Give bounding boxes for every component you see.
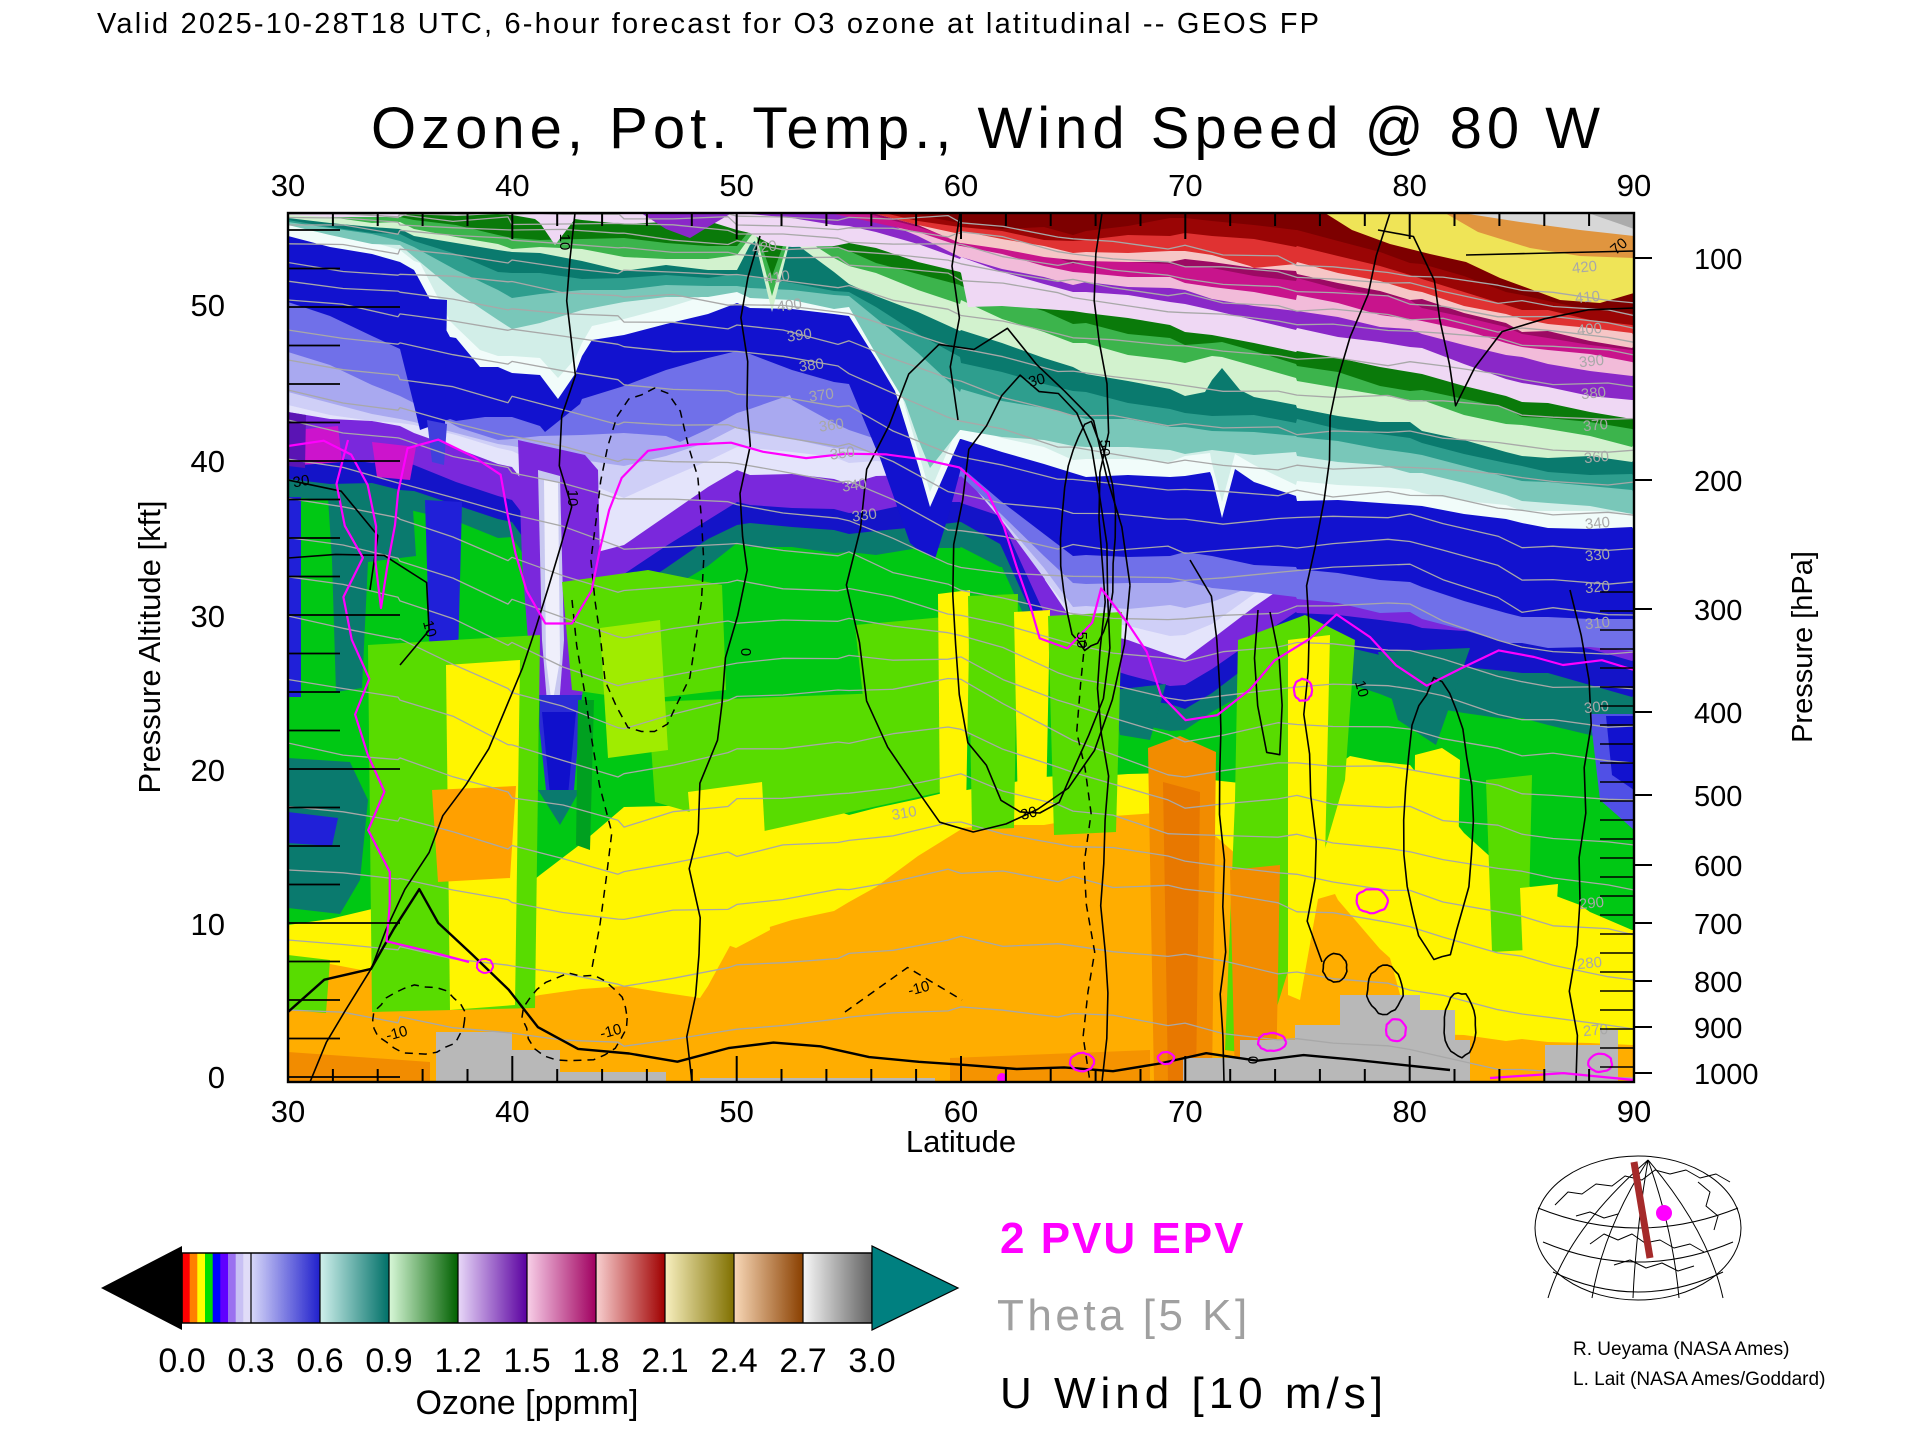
svg-text:370: 370 — [1582, 416, 1609, 436]
svg-text:320: 320 — [1584, 578, 1611, 598]
svg-text:Ozone, Pot. Temp., Wind Speed: Ozone, Pot. Temp., Wind Speed @ 80 W — [371, 96, 1605, 161]
svg-text:100: 100 — [1694, 244, 1742, 276]
svg-text:70: 70 — [1168, 1094, 1202, 1129]
svg-text:40: 40 — [191, 444, 225, 479]
svg-text:340: 340 — [1584, 514, 1611, 534]
svg-text:0.0: 0.0 — [158, 1342, 205, 1380]
svg-text:2.7: 2.7 — [779, 1342, 826, 1380]
svg-text:80: 80 — [1392, 168, 1426, 203]
svg-text:370: 370 — [808, 385, 835, 405]
svg-text:600: 600 — [1694, 851, 1742, 883]
svg-text:410: 410 — [764, 267, 791, 287]
svg-text:360: 360 — [1583, 448, 1610, 468]
svg-text:30: 30 — [191, 599, 225, 634]
svg-text:0: 0 — [1244, 1056, 1261, 1064]
svg-text:50: 50 — [719, 168, 753, 203]
svg-text:500: 500 — [1694, 781, 1742, 813]
svg-text:0: 0 — [208, 1060, 225, 1095]
svg-text:380: 380 — [1580, 384, 1607, 404]
svg-text:50: 50 — [1096, 440, 1113, 457]
svg-text:50: 50 — [191, 288, 225, 323]
svg-text:410: 410 — [1574, 288, 1601, 308]
svg-text:1.2: 1.2 — [434, 1342, 481, 1380]
svg-text:0.9: 0.9 — [365, 1342, 412, 1380]
svg-text:330: 330 — [1584, 546, 1611, 566]
svg-text:300: 300 — [1694, 595, 1742, 627]
svg-text:0: 0 — [737, 648, 754, 656]
svg-text:-10: -10 — [384, 1023, 409, 1045]
svg-text:420: 420 — [751, 237, 778, 257]
svg-text:300: 300 — [1583, 698, 1610, 718]
svg-text:3.0: 3.0 — [848, 1342, 895, 1380]
svg-text:50: 50 — [719, 1094, 753, 1129]
svg-text:900: 900 — [1694, 1013, 1742, 1045]
svg-text:Pressure Altitude [kft]: Pressure Altitude [kft] — [132, 501, 167, 794]
svg-text:30: 30 — [1019, 803, 1040, 824]
svg-text:40: 40 — [495, 1094, 529, 1129]
svg-text:290: 290 — [1578, 894, 1605, 914]
svg-text:90: 90 — [1617, 168, 1651, 203]
svg-text:2.4: 2.4 — [710, 1342, 757, 1380]
svg-text:400: 400 — [1576, 320, 1603, 340]
svg-text:70: 70 — [1168, 168, 1202, 203]
svg-text:800: 800 — [1694, 967, 1742, 999]
svg-text:340: 340 — [841, 475, 868, 495]
svg-text:270: 270 — [1582, 1021, 1609, 1041]
svg-text:0.3: 0.3 — [227, 1342, 274, 1380]
svg-text:Latitude: Latitude — [906, 1124, 1016, 1159]
svg-text:30: 30 — [1027, 370, 1048, 391]
svg-text:Pressure [hPa]: Pressure [hPa] — [1787, 551, 1819, 743]
svg-text:90: 90 — [1617, 1094, 1651, 1129]
svg-text:400: 400 — [1694, 698, 1742, 730]
svg-text:-10: -10 — [598, 1021, 623, 1043]
svg-text:U Wind [10 m/s]: U Wind [10 m/s] — [1000, 1369, 1388, 1418]
svg-text:Ozone [ppmm]: Ozone [ppmm] — [416, 1384, 639, 1422]
svg-text:1.8: 1.8 — [572, 1342, 619, 1380]
svg-text:350: 350 — [829, 443, 856, 463]
svg-text:330: 330 — [851, 505, 878, 525]
svg-text:420: 420 — [1571, 258, 1598, 278]
svg-text:280: 280 — [1576, 954, 1603, 974]
svg-text:0.6: 0.6 — [296, 1342, 343, 1380]
svg-text:10: 10 — [1351, 679, 1372, 700]
svg-text:30: 30 — [271, 1094, 305, 1129]
svg-text:Theta [5 K]: Theta [5 K] — [997, 1291, 1251, 1340]
svg-text:10: 10 — [556, 234, 573, 251]
svg-text:-10: -10 — [906, 978, 931, 1000]
svg-text:2 PVU EPV: 2 PVU EPV — [1000, 1214, 1245, 1263]
svg-text:10: 10 — [564, 490, 581, 507]
svg-text:L. Lait (NASA Ames/Goddard): L. Lait (NASA Ames/Goddard) — [1573, 1369, 1825, 1390]
svg-text:Valid 2025-10-28T18 UTC, 6-hou: Valid 2025-10-28T18 UTC, 6-hour forecast… — [97, 8, 1321, 40]
svg-text:390: 390 — [1578, 352, 1605, 372]
svg-text:390: 390 — [786, 325, 813, 345]
svg-text:1000: 1000 — [1694, 1059, 1759, 1091]
svg-text:700: 700 — [1694, 909, 1742, 941]
svg-text:30: 30 — [292, 472, 311, 492]
svg-text:400: 400 — [776, 295, 803, 315]
svg-text:2.1: 2.1 — [641, 1342, 688, 1380]
svg-text:380: 380 — [798, 355, 825, 375]
svg-text:60: 60 — [944, 168, 978, 203]
svg-text:30: 30 — [271, 168, 305, 203]
svg-text:20: 20 — [191, 753, 225, 788]
svg-text:310: 310 — [1584, 614, 1611, 634]
svg-text:10: 10 — [419, 619, 440, 640]
svg-text:310: 310 — [890, 803, 918, 824]
svg-text:80: 80 — [1392, 1094, 1426, 1129]
svg-text:R. Ueyama (NASA Ames): R. Ueyama (NASA Ames) — [1573, 1339, 1789, 1360]
svg-text:50: 50 — [1073, 632, 1090, 649]
svg-text:40: 40 — [495, 168, 529, 203]
svg-text:200: 200 — [1694, 466, 1742, 498]
svg-text:1.5: 1.5 — [503, 1342, 550, 1380]
svg-text:60: 60 — [944, 1094, 978, 1129]
svg-text:10: 10 — [191, 907, 225, 942]
svg-text:360: 360 — [818, 415, 845, 435]
